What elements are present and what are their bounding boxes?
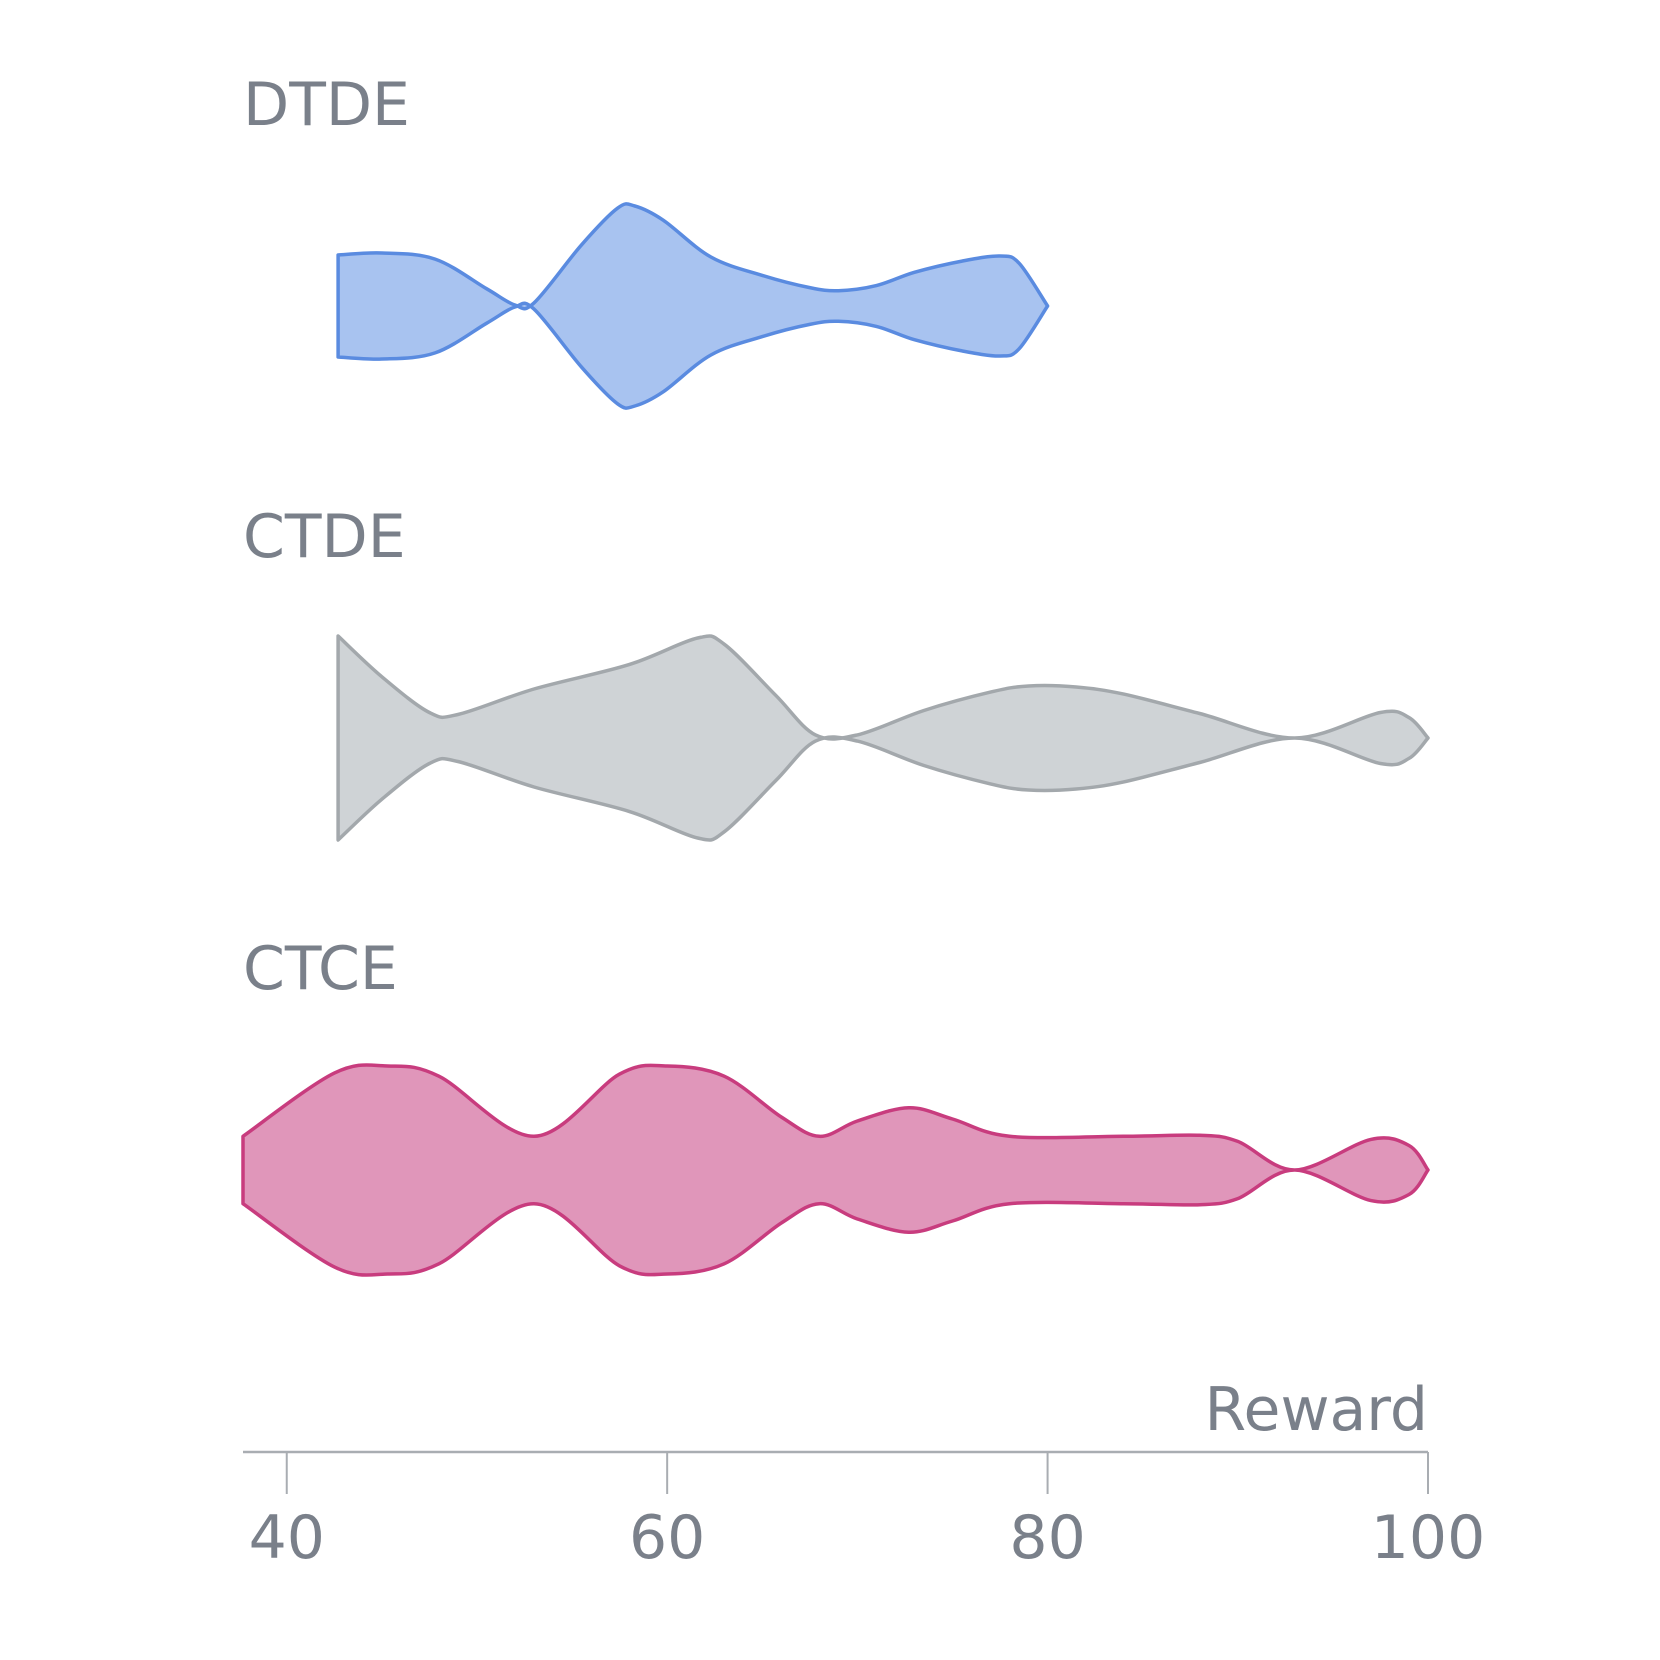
group-label-ctde: CTDE xyxy=(243,502,406,572)
group-label-dtde: DTDE xyxy=(243,70,410,140)
x-tick-label-40: 40 xyxy=(249,1503,325,1573)
violin-ctce xyxy=(241,1063,1430,1277)
x-tick-label-100: 100 xyxy=(1371,1503,1486,1573)
violin-dtde xyxy=(336,202,1050,410)
x-tick-label-60: 60 xyxy=(629,1503,705,1573)
x-axis-title: Reward xyxy=(1205,1375,1428,1445)
violin-ctde xyxy=(336,634,1430,842)
x-tick-label-80: 80 xyxy=(1009,1503,1085,1573)
group-label-ctce: CTCE xyxy=(243,934,398,1004)
